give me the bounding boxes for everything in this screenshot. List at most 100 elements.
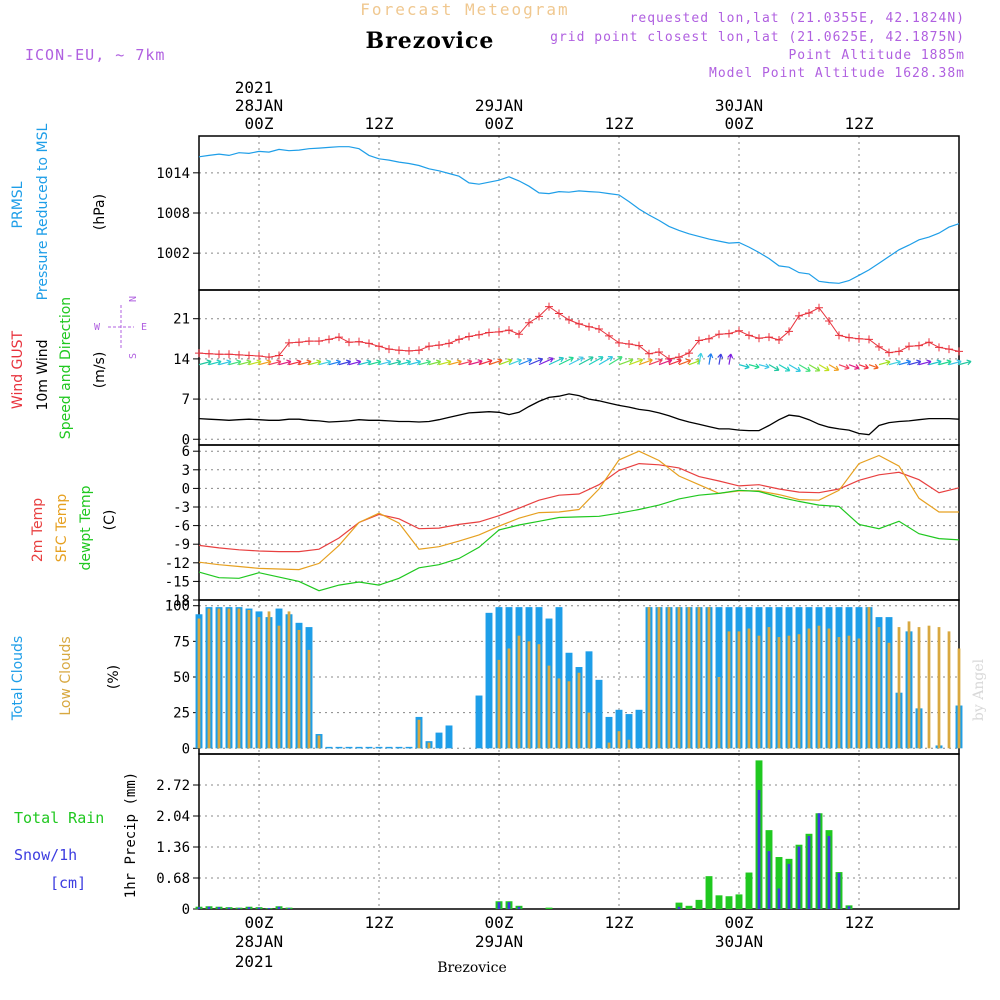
rain-bar bbox=[675, 902, 683, 909]
low-cloud-bar bbox=[807, 628, 811, 749]
wind-direction-arrow bbox=[208, 359, 222, 366]
product-title: Forecast Meteogram bbox=[360, 0, 569, 19]
compass-icon: N W E S bbox=[94, 296, 147, 359]
wind-ytick-label: 14 bbox=[173, 352, 190, 368]
low-cloud-bar bbox=[927, 625, 931, 749]
gust-marker bbox=[695, 336, 703, 345]
wind-direction-arrow bbox=[518, 358, 533, 366]
top-tick-label: 00Z bbox=[725, 114, 754, 133]
gust-marker bbox=[865, 335, 873, 344]
wind-direction-arrow bbox=[308, 359, 322, 366]
low-cloud-bar bbox=[587, 712, 591, 749]
low-cloud-bar bbox=[677, 607, 681, 749]
snow-bar bbox=[767, 851, 771, 909]
low-cloud-bar bbox=[917, 627, 921, 749]
wind-direction-arrow bbox=[778, 364, 791, 372]
low-cloud-bar bbox=[947, 631, 951, 749]
gust-line bbox=[198, 305, 960, 360]
low-cloud-bar bbox=[317, 735, 321, 749]
wind-direction-arrow bbox=[348, 359, 362, 366]
snow-bar bbox=[287, 908, 291, 909]
low-cloud-bar bbox=[937, 627, 941, 749]
wind-direction-arrow bbox=[828, 364, 840, 371]
low-cloud-bar bbox=[527, 641, 531, 749]
wind-direction-arrow bbox=[908, 359, 922, 366]
top-tick-label: 12Z bbox=[605, 114, 634, 133]
wind-direction-arrow bbox=[738, 363, 750, 370]
total-cloud-bar bbox=[445, 725, 453, 749]
gust-marker bbox=[455, 335, 463, 344]
precip-panel: 2.72 2.04 1.36 0.68 0 bbox=[156, 753, 960, 918]
watermark: by Angel bbox=[971, 658, 987, 721]
gust-marker bbox=[925, 338, 933, 347]
wind-direction-arrow bbox=[858, 363, 869, 370]
wind-direction-arrow bbox=[628, 358, 644, 366]
clouds-ytick-label: 50 bbox=[173, 670, 190, 686]
gust-marker bbox=[315, 337, 323, 346]
temp-sfc-line bbox=[198, 450, 959, 571]
wind-direction-arrow bbox=[428, 359, 442, 366]
gust-marker bbox=[435, 341, 443, 350]
wind-direction-arrow bbox=[498, 358, 513, 366]
low-cloud-bar bbox=[667, 607, 671, 749]
model-altitude: Model Point Altitude 1628.38m bbox=[709, 66, 965, 81]
temp-ytick-label: -15 bbox=[165, 574, 190, 590]
gust-marker bbox=[215, 350, 223, 359]
wind-direction-arrow bbox=[758, 363, 770, 370]
total-cloud-bar bbox=[435, 732, 443, 749]
bottom-tick-label: 12Z bbox=[365, 913, 394, 932]
low-cloud-bar bbox=[237, 608, 241, 749]
gust-marker bbox=[715, 330, 723, 339]
wind-direction-arrow bbox=[608, 356, 623, 366]
temp-dew-line bbox=[198, 489, 960, 592]
gust-marker bbox=[655, 348, 663, 356]
gust-marker bbox=[955, 347, 963, 356]
precip-ytick-label: 2.04 bbox=[156, 809, 190, 825]
wind-direction-arrow bbox=[578, 356, 594, 366]
snow-bar bbox=[237, 908, 241, 909]
wind-direction-arrow bbox=[948, 359, 962, 366]
compass-n: N bbox=[128, 296, 139, 302]
snow-bar bbox=[757, 790, 761, 909]
clouds-ytick-label: 0 bbox=[182, 741, 190, 757]
temp-frame bbox=[198, 444, 960, 601]
gust-marker bbox=[335, 333, 343, 342]
bottom-date-label: 29JAN bbox=[475, 932, 523, 951]
gust-marker bbox=[445, 339, 453, 348]
gust-marker bbox=[305, 337, 313, 346]
low-cloud-bar bbox=[287, 611, 291, 749]
pressure-line bbox=[198, 146, 960, 284]
rain-bar bbox=[775, 857, 783, 909]
wind-direction-arrow bbox=[838, 364, 850, 370]
clouds-total-label: Total Clouds bbox=[10, 636, 26, 721]
gust-marker bbox=[745, 331, 753, 340]
rain-bar bbox=[695, 899, 703, 909]
low-cloud-bar bbox=[277, 625, 281, 749]
gust-marker bbox=[605, 331, 613, 340]
gust-marker bbox=[875, 342, 883, 351]
low-cloud-bar bbox=[727, 631, 731, 749]
snow-bar bbox=[227, 907, 231, 909]
precip-unit: 1hr Precip (mm) bbox=[123, 772, 139, 898]
temp-ytick-label: -3 bbox=[173, 500, 190, 516]
wind-direction-arrow bbox=[508, 358, 522, 366]
gust-marker bbox=[205, 349, 213, 358]
wind-ytick-label: 21 bbox=[173, 312, 190, 328]
wind-dir-label: Speed and Direction bbox=[58, 297, 74, 439]
gust-marker bbox=[365, 339, 373, 348]
gust-marker bbox=[505, 326, 513, 335]
low-cloud-bar bbox=[827, 628, 831, 749]
snow-bar bbox=[787, 863, 791, 909]
rain-bar bbox=[715, 895, 723, 909]
gust-marker bbox=[795, 311, 803, 320]
low-cloud-bar bbox=[877, 627, 881, 749]
gust-marker bbox=[725, 329, 733, 338]
gust-marker bbox=[855, 334, 863, 343]
gust-marker bbox=[915, 341, 923, 350]
wind-direction-arrow bbox=[448, 359, 462, 366]
low-cloud-bar bbox=[197, 618, 201, 749]
wind-direction-arrow bbox=[808, 364, 821, 372]
total-cloud-bar bbox=[555, 607, 563, 749]
low-cloud-bar bbox=[627, 739, 631, 749]
low-cloud-bar bbox=[767, 627, 771, 749]
